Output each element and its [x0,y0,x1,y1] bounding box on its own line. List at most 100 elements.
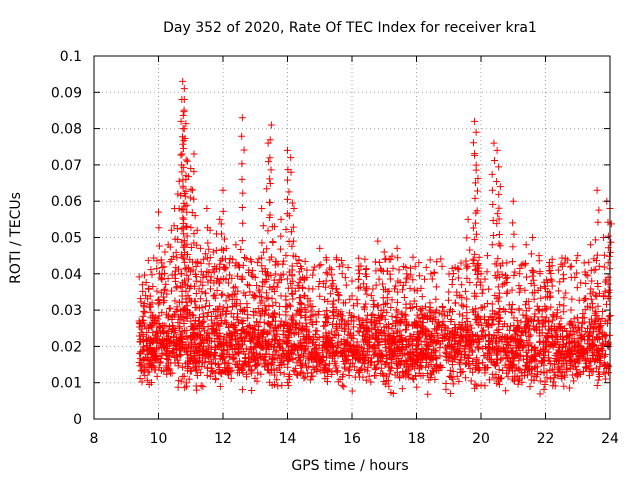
data-point [265,302,273,310]
data-point [137,298,145,306]
data-point [171,341,179,349]
data-point [424,342,432,350]
data-point [409,276,417,284]
data-point [222,244,230,252]
data-point [230,323,238,331]
data-point [494,329,502,337]
data-point [455,358,463,366]
data-point [410,297,418,305]
data-point [488,186,496,194]
data-point [335,292,343,300]
data-point [242,345,250,353]
data-point [493,146,501,154]
data-point [158,263,166,271]
data-point [554,333,562,341]
data-point [411,263,419,271]
data-point [227,374,235,382]
data-point [222,307,230,315]
data-point [540,354,548,362]
data-point [227,330,235,338]
data-point [530,295,538,303]
data-point [309,311,317,319]
data-point [297,343,305,351]
data-point [277,215,285,223]
data-point [439,317,447,325]
data-point [526,383,534,391]
data-point [220,235,228,243]
data-point [367,378,375,386]
data-point [290,366,298,374]
data-point [605,312,613,320]
data-point [439,334,447,342]
data-point [283,321,291,329]
data-point [561,259,569,267]
data-point [173,283,181,291]
data-point [535,307,543,315]
data-point [593,251,601,259]
data-point [481,275,489,283]
data-point [496,356,504,364]
data-point [430,368,438,376]
data-point [190,150,198,158]
data-point [284,146,291,154]
data-point [280,349,288,357]
data-point [406,284,414,292]
data-point [348,292,356,300]
data-point [305,362,313,370]
data-point [347,329,355,337]
data-point [477,304,485,312]
data-point [572,363,580,371]
data-point [301,304,309,312]
data-point [284,379,292,387]
data-point [258,293,266,301]
data-point [536,268,544,276]
data-point [564,347,572,355]
data-point [405,350,413,358]
data-point [355,254,363,262]
data-point [239,308,247,316]
data-point [449,343,457,351]
data-point [300,292,308,300]
data-point [508,258,516,266]
data-point [502,275,510,283]
data-point [293,359,301,367]
data-point [315,283,323,291]
data-point [449,333,457,341]
data-point [146,344,154,352]
data-point [592,266,600,274]
data-point [229,284,237,292]
data-point [589,352,597,360]
data-point [267,166,275,174]
data-point [463,234,471,242]
data-point [482,343,490,351]
data-point [546,289,554,297]
data-point [230,355,238,363]
data-point [239,326,247,334]
data-point [180,125,188,133]
data-point [542,342,550,350]
data-point [442,379,450,387]
data-point [284,195,292,203]
data-point [400,371,408,379]
data-point [233,316,241,324]
data-point [143,376,151,384]
data-point [323,378,331,386]
data-point [224,323,232,331]
data-point [290,204,298,212]
data-point [257,312,265,320]
data-point [182,156,190,164]
y-tick-label: 0.02 [51,339,82,355]
data-point [221,368,229,376]
data-point [239,320,247,328]
data-point [388,296,396,304]
data-point [577,348,585,356]
data-point [474,275,482,283]
data-point [292,344,300,352]
data-point [185,375,193,383]
data-point [355,314,363,322]
data-point [391,322,399,330]
data-point [494,268,502,276]
data-point [521,341,529,349]
data-point [199,383,207,391]
data-point [585,333,593,341]
